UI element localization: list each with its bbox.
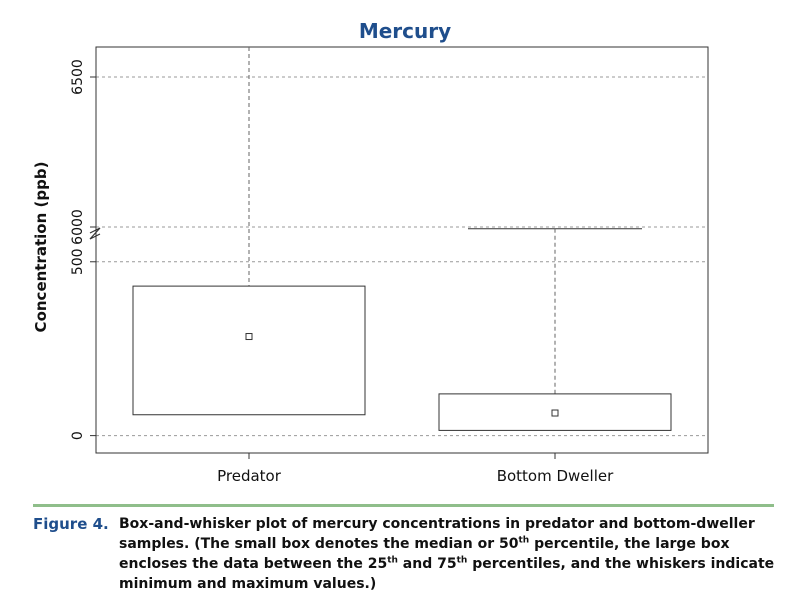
x-category-label: Bottom Dweller — [497, 467, 614, 485]
median-marker — [551, 409, 559, 417]
x-category-label: Predator — [217, 467, 282, 485]
interquartile-box — [132, 285, 366, 416]
plot-frame — [95, 46, 709, 454]
caption-text-part-2: percentile, the large box encloses the d… — [119, 536, 730, 572]
y-tick-label: 500 — [70, 248, 86, 275]
chart-title: Mercury — [359, 19, 451, 43]
chart-container: Mercury 0 500 6000 6500 Predator Bottom Dwel… — [32, 19, 709, 485]
boxes-layer — [132, 46, 672, 431]
y-tick-label: 0 — [70, 431, 86, 440]
box-predator — [132, 46, 366, 416]
grid-layer — [96, 76, 708, 437]
x-axis-categories: Predator Bottom Dweller — [217, 453, 614, 485]
y-tick-label: 6000 — [70, 209, 86, 245]
caption-text: Box-and-whisker plot of mercury concentr… — [119, 514, 783, 594]
caption-divider — [33, 504, 774, 507]
caption-sup-3: th — [456, 555, 468, 566]
caption-text-part-4: percentiles, and the whiskers indicate m… — [119, 556, 775, 592]
box-plot-svg: Mercury 0 500 6000 6500 Predator Bottom Dwel… — [32, 19, 709, 485]
caption-label: Figure 4. — [33, 515, 109, 533]
axis-break-mark — [89, 227, 101, 240]
caption-sup-1: th — [518, 535, 530, 546]
caption-sup-2: th — [387, 555, 398, 566]
median-marker — [245, 333, 253, 341]
caption-text-part-3: and 75 — [397, 556, 457, 572]
box-bottom-dweller — [438, 228, 672, 431]
y-axis-label: Concentration (ppb) — [32, 162, 50, 333]
y-axis-ticks: 0 500 6000 6500 — [70, 59, 101, 440]
y-tick-label: 6500 — [70, 59, 86, 95]
caption-text-part-1: Box-and-whisker plot of mercury concentr… — [119, 516, 755, 552]
figure-caption: Figure 4. Box-and-whisker plot of mercur… — [33, 514, 783, 594]
